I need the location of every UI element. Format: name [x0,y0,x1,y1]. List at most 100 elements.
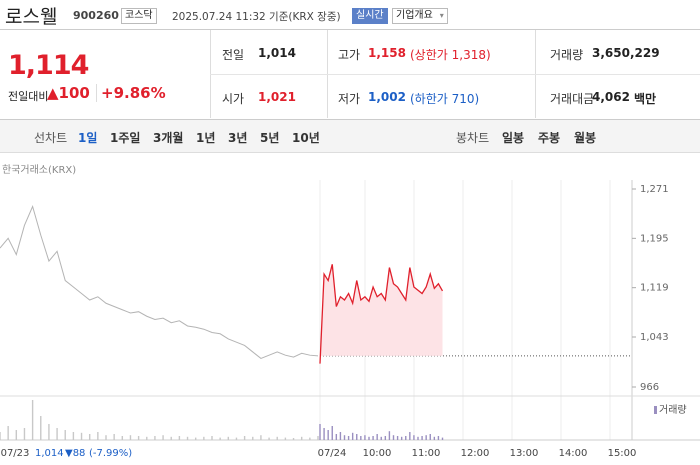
volume-bar [309,437,311,440]
volume-bar [31,400,34,440]
volume-bar [364,435,366,440]
x-tick-label: 07/24 [318,448,347,459]
y-tick-label: 1,271 [640,184,669,195]
volume-bar [372,436,374,440]
volume-bar [252,436,254,440]
stock-name: 로스웰 [5,6,58,28]
volume-bar [194,437,197,440]
volume-bar [227,436,230,440]
volume-bar [243,436,246,440]
volume-bar [48,424,50,440]
tab[interactable]: 3년 [228,131,248,145]
volume-bar [88,434,91,440]
volume-bar [97,432,99,440]
volume-bar [405,436,407,440]
volume-bar [268,437,270,440]
x-tick-label: 10:00 [363,448,392,459]
x-tick-label: 14:00 [559,448,588,459]
volume-bar [392,435,395,440]
volume-bar [235,437,238,440]
y-tick-label: 966 [640,382,659,393]
volume-bar [40,416,42,440]
volume-bar [396,436,399,440]
stat-label: 전일 [222,48,245,62]
tab[interactable]: 3개월 [153,131,184,145]
tab[interactable]: 5년 [260,131,280,145]
change-label: 전일대비 [8,90,49,103]
stat-label: 저가 [338,92,361,106]
volume-bar [170,436,172,440]
divider [0,29,700,30]
area [320,264,443,364]
volume-bar [319,424,321,440]
volume-bar [203,436,205,440]
volume-bar [178,436,181,440]
y-tick-label: 1,119 [640,283,669,294]
tab[interactable]: 1년 [196,131,216,145]
price-line [0,205,319,360]
tab[interactable]: 월봉 [574,131,597,145]
tab[interactable]: 1일 [78,131,98,145]
volume-bar [380,436,382,440]
change: ▲100 [47,84,90,102]
stat-label: 거래량 [550,48,584,62]
volume-bar [433,436,436,440]
volume-bar [317,436,319,440]
prev-rate: (-7.99%) [89,448,132,459]
realtime-badge[interactable]: 실시간 [352,8,388,24]
tab[interactable]: 주봉 [538,131,561,145]
stat-note: (하한가 710) [410,92,480,106]
x-tick-label: 15:00 [608,448,637,459]
company-info-text: 기업개요 [396,10,433,21]
stat-value: 1,002 [368,90,406,104]
price: 1,114 [8,50,89,81]
stock-code: 900260 [73,9,119,22]
x-tick-label: 13:00 [510,448,539,459]
tab[interactable]: 10년 [292,131,320,145]
volume-bar [388,431,391,440]
volume-bar [0,432,1,440]
tab-bar [0,119,700,153]
stat-label: 거래대금 [550,92,595,106]
volume-bar [339,432,342,440]
stat-unit: 백만 [634,92,657,106]
market-badge: 코스닥 [121,8,157,24]
volume-bar [137,436,140,440]
x-tick-label: 07/23 [1,448,30,459]
tab[interactable]: 일봉 [502,131,525,145]
price-line [319,264,444,364]
volume-bar [327,430,329,440]
time: 2025.07.24 11:32 기준(KRX 장중) [172,11,341,23]
tab[interactable]: 1주일 [110,131,141,145]
chart-source: 한국거래소(KRX) [2,164,76,176]
volume-bar [276,436,278,440]
stat-value: 1,158 [368,46,406,60]
volume-bar [384,436,387,440]
volume-bar [409,432,411,440]
volume-bar [64,430,66,440]
volume-bar [323,428,325,440]
stat-value: 1,021 [258,90,296,104]
company-info[interactable]: 기업개요 ▾ [392,8,448,24]
volume-bar [356,434,358,440]
volume-bar [335,434,338,440]
x-tick-label: 11:00 [412,448,441,459]
volume-bar [23,428,26,440]
y-tick-label: 1,195 [640,233,669,244]
volume-bar [72,432,75,440]
x-tick-label: 12:00 [461,448,490,459]
volume-bar [292,438,295,440]
volume-bar [56,428,58,440]
volume-bar [347,436,350,440]
stat-value: 3,650,229 [592,46,660,60]
prev-close: 1,014 [35,448,64,459]
divider [210,74,700,75]
stat-label: 고가 [338,48,361,62]
volume-bar [351,432,354,440]
legend-label: 거래량 [659,404,687,416]
volume-bar [400,436,403,440]
volume-bar [300,436,303,440]
volume-bar [260,435,262,440]
